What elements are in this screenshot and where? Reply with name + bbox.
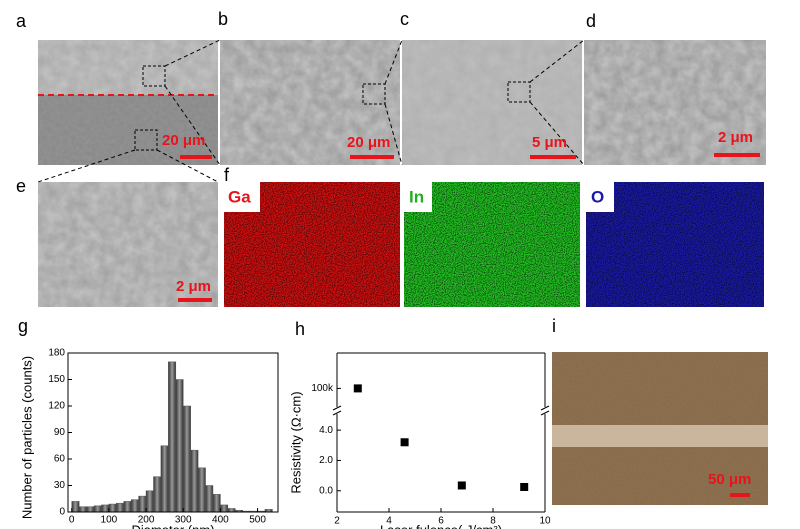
label-box xyxy=(404,182,432,212)
x-tick-label: 6 xyxy=(438,516,444,527)
bar xyxy=(190,449,199,513)
x-tick-label: 300 xyxy=(175,515,192,526)
y-tick-label: 100k xyxy=(311,383,334,394)
x-tick-label: 0 xyxy=(69,515,75,526)
panel-label: e xyxy=(16,176,26,196)
x-axis-label: Laser fulence( J/cm²) xyxy=(380,522,502,529)
image-texture xyxy=(402,40,582,165)
bar xyxy=(160,445,169,513)
zoom-box xyxy=(142,65,166,87)
y-tick-label: 30 xyxy=(54,480,66,491)
y-tick-label: 4.0 xyxy=(319,425,333,436)
bar xyxy=(220,504,229,513)
scale-bar-label: 20 μm xyxy=(347,134,390,151)
point xyxy=(353,384,362,393)
sem-images xyxy=(37,39,766,183)
panel-label: g xyxy=(18,316,28,336)
bar xyxy=(175,379,184,513)
bar xyxy=(227,508,236,513)
x-tick-label: 400 xyxy=(212,515,229,526)
bar xyxy=(86,506,95,513)
panel-label: h xyxy=(295,319,305,339)
scale-bar-label: 20 μm xyxy=(162,132,205,149)
scale-bar-label: 5 μm xyxy=(532,134,567,151)
zoom-box xyxy=(507,81,531,103)
x-tick-label: 8 xyxy=(490,516,496,527)
zoom-line xyxy=(37,149,136,183)
y-tick-label: 0.0 xyxy=(319,485,333,496)
panel-label: a xyxy=(16,11,27,31)
panel-label: b xyxy=(218,9,228,29)
x-tick-label: 200 xyxy=(138,515,155,526)
bar xyxy=(153,476,162,513)
zoom-line xyxy=(384,39,403,85)
bar xyxy=(212,494,221,513)
bar xyxy=(108,503,117,513)
y-axis-label: Resistivity (Ω·cm) xyxy=(288,391,303,493)
bar xyxy=(71,501,80,513)
y-tick-label: 90 xyxy=(54,427,66,438)
label-box xyxy=(224,182,260,212)
image-texture xyxy=(404,182,580,307)
zoom-line xyxy=(529,39,585,83)
element-label: In xyxy=(409,187,424,206)
element-label: Ga xyxy=(228,187,251,206)
zoom-line xyxy=(164,39,221,67)
panel-label: f xyxy=(224,165,230,185)
axis-break xyxy=(332,405,342,416)
point xyxy=(400,438,409,447)
zoom-line xyxy=(384,103,403,166)
x-tick-label: 500 xyxy=(249,515,266,526)
y-tick-label: 0 xyxy=(59,507,65,518)
bar xyxy=(197,467,206,513)
x-axis-label: Diameter (nm) xyxy=(131,522,214,529)
panel-label: c xyxy=(400,9,409,29)
laser-track xyxy=(552,425,768,447)
x-tick-label: 10 xyxy=(539,516,551,527)
image-texture xyxy=(584,40,766,165)
bar xyxy=(116,502,125,513)
bar xyxy=(101,504,110,513)
y-axis-label: Number of particles (counts) xyxy=(19,356,34,519)
bar xyxy=(93,505,102,513)
image-texture xyxy=(220,40,400,165)
bar xyxy=(123,501,132,513)
image-texture xyxy=(38,182,218,307)
bar xyxy=(145,490,154,513)
y-tick-label: 150 xyxy=(48,374,65,385)
bar xyxy=(205,485,214,513)
point xyxy=(457,481,466,490)
image-texture xyxy=(38,95,218,165)
image-texture xyxy=(586,182,764,307)
y-tick-label: 60 xyxy=(54,454,66,465)
y-tick-label: 2.0 xyxy=(319,455,333,466)
panel-label: d xyxy=(586,11,596,31)
x-tick-label: 100 xyxy=(101,515,118,526)
zoom-box xyxy=(134,129,158,151)
bar xyxy=(130,499,139,513)
axis-break xyxy=(540,405,550,416)
zoom-line xyxy=(156,149,219,183)
bar xyxy=(138,495,147,513)
bar xyxy=(78,506,87,513)
x-tick-label: 2 xyxy=(334,516,340,527)
panel-label: i xyxy=(552,316,556,336)
label-box xyxy=(586,182,614,212)
scale-bar-label: 2 μm xyxy=(718,129,753,146)
x-tick-label: 4 xyxy=(386,516,392,527)
image-texture xyxy=(38,40,218,95)
bar xyxy=(168,361,177,513)
y-tick-label: 120 xyxy=(48,401,65,412)
point xyxy=(520,482,529,491)
y-tick-label: 180 xyxy=(48,348,65,359)
scale-bar-label: 50 μm xyxy=(708,471,751,488)
bar xyxy=(182,405,191,513)
zoom-box xyxy=(362,83,386,105)
scale-bar-label: 2 μm xyxy=(176,278,211,295)
zoom-line xyxy=(164,85,221,166)
element-label: O xyxy=(591,187,604,206)
sem-eds-images: Ga In O xyxy=(38,182,764,307)
